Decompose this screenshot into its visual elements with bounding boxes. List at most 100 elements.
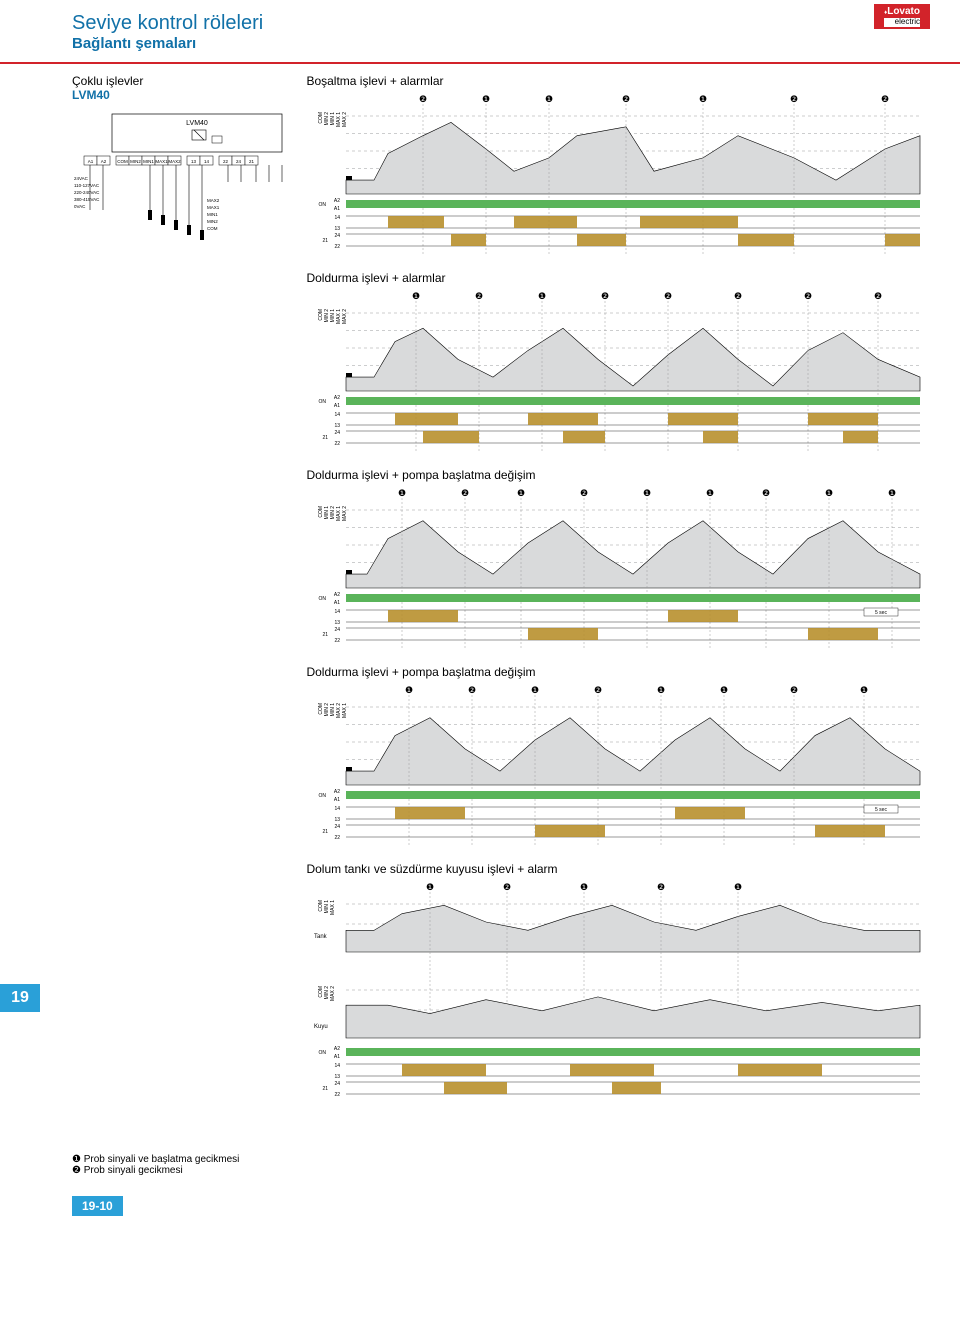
svg-text:❶: ❶ [888, 488, 896, 498]
svg-text:14: 14 [204, 159, 210, 164]
svg-text:❶: ❶ [545, 94, 553, 104]
svg-text:❷: ❷ [601, 291, 609, 301]
svg-text:A2: A2 [334, 592, 340, 598]
svg-text:22: 22 [335, 1092, 341, 1098]
svg-text:220-240VAC: 220-240VAC [74, 190, 100, 195]
timing-chart: Doldurma işlevi + pompa başlatma değişim… [306, 665, 936, 856]
svg-text:COM: COM [207, 226, 218, 231]
svg-text:24VAC: 24VAC [74, 176, 89, 181]
svg-text:24: 24 [335, 233, 341, 239]
svg-text:❶: ❶ [734, 882, 742, 892]
svg-text:MIN1: MIN1 [207, 212, 218, 217]
svg-text:❷: ❷ [503, 882, 511, 892]
legend: ❶ Prob sinyali ve başlatma gecikmesi ❷ P… [72, 1154, 960, 1176]
svg-text:MAX1: MAX1 [155, 159, 168, 164]
chart-title: Doldurma işlevi + alarmlar [306, 271, 936, 285]
svg-text:❶: ❶ [531, 685, 539, 695]
svg-text:❶: ❶ [426, 882, 434, 892]
svg-text:A1: A1 [334, 1054, 340, 1060]
svg-text:❶: ❶ [860, 685, 868, 695]
svg-text:13: 13 [335, 620, 341, 626]
svg-text:22: 22 [335, 638, 341, 644]
svg-text:❶: ❶ [643, 488, 651, 498]
svg-text:24: 24 [335, 627, 341, 633]
svg-text:MAX2: MAX2 [168, 159, 181, 164]
timing-chart: Dolum tankı ve süzdürme kuyusu işlevi + … [306, 862, 936, 1138]
chart-title: Dolum tankı ve süzdürme kuyusu işlevi + … [306, 862, 936, 876]
svg-text:13: 13 [335, 1074, 341, 1080]
svg-text:380-415VAC: 380-415VAC [74, 197, 100, 202]
svg-text:❶: ❶ [482, 94, 490, 104]
svg-text:A1: A1 [334, 206, 340, 212]
svg-text:MAX 1: MAX 1 [330, 900, 336, 915]
chart-title: Doldurma işlevi + pompa başlatma değişim [306, 665, 936, 679]
svg-text:21: 21 [323, 238, 329, 244]
section-label: Çoklu işlevler [72, 74, 292, 88]
svg-text:A1: A1 [334, 403, 340, 409]
svg-text:24: 24 [236, 159, 242, 164]
svg-text:110-127VAC: 110-127VAC [74, 183, 100, 188]
svg-text:❶: ❶ [720, 685, 728, 695]
svg-text:14: 14 [335, 609, 341, 615]
svg-text:MIN2: MIN2 [130, 159, 141, 164]
svg-text:ON: ON [319, 399, 327, 405]
svg-text:14: 14 [335, 215, 341, 221]
svg-text:❷: ❷ [762, 488, 770, 498]
svg-text:A1: A1 [334, 600, 340, 606]
timing-chart: Boşaltma işlevi + alarmlarCOMMIN 2MIN 1M… [306, 74, 936, 265]
svg-text:13: 13 [335, 817, 341, 823]
page-number-tab: 19 [0, 984, 40, 1012]
svg-text:A2: A2 [334, 1046, 340, 1052]
svg-text:❷: ❷ [580, 488, 588, 498]
svg-text:24: 24 [335, 824, 341, 830]
svg-text:MAX 2: MAX 2 [330, 986, 336, 1001]
svg-text:14: 14 [335, 412, 341, 418]
svg-text:❷: ❷ [790, 94, 798, 104]
svg-text:❷: ❷ [657, 882, 665, 892]
svg-text:MAX1: MAX1 [207, 205, 220, 210]
svg-text:❶: ❶ [825, 488, 833, 498]
svg-text:MAX 2: MAX 2 [342, 112, 348, 127]
svg-text:A1: A1 [88, 159, 94, 164]
svg-text:24: 24 [335, 430, 341, 436]
svg-text:0VAC: 0VAC [74, 204, 86, 209]
svg-text:ON: ON [319, 202, 327, 208]
svg-text:❶: ❶ [706, 488, 714, 498]
svg-text:13: 13 [191, 159, 197, 164]
svg-text:❶: ❶ [580, 882, 588, 892]
svg-text:❷: ❷ [804, 291, 812, 301]
svg-text:MIN2: MIN2 [207, 219, 218, 224]
page-subtitle: Bağlantı şemaları [72, 35, 888, 52]
svg-text:14: 14 [335, 1063, 341, 1069]
svg-text:❷: ❷ [468, 685, 476, 695]
svg-text:ON: ON [319, 596, 327, 602]
svg-text:❷: ❷ [874, 291, 882, 301]
svg-text:24: 24 [335, 1081, 341, 1087]
svg-text:13: 13 [335, 226, 341, 232]
svg-text:❷: ❷ [790, 685, 798, 695]
svg-text:A2: A2 [334, 395, 340, 401]
svg-text:❷: ❷ [461, 488, 469, 498]
svg-text:21: 21 [249, 159, 255, 164]
svg-text:ON: ON [319, 1050, 327, 1056]
svg-text:❶: ❶ [398, 488, 406, 498]
timing-chart: Doldurma işlevi + pompa başlatma değişim… [306, 468, 936, 659]
svg-text:22: 22 [335, 835, 341, 841]
svg-text:A2: A2 [101, 159, 107, 164]
svg-text:5 sec: 5 sec [875, 610, 887, 616]
svg-text:A1: A1 [334, 797, 340, 803]
svg-text:❷: ❷ [475, 291, 483, 301]
chart-title: Boşaltma işlevi + alarmlar [306, 74, 936, 88]
svg-text:COM: COM [117, 159, 128, 164]
svg-text:❶: ❶ [405, 685, 413, 695]
svg-text:MAX 1: MAX 1 [342, 703, 348, 718]
svg-text:❷: ❷ [664, 291, 672, 301]
svg-text:❷: ❷ [419, 94, 427, 104]
svg-text:❷: ❷ [881, 94, 889, 104]
svg-text:A2: A2 [334, 198, 340, 204]
svg-text:13: 13 [335, 423, 341, 429]
chart-title: Doldurma işlevi + pompa başlatma değişim [306, 468, 936, 482]
svg-text:❶: ❶ [517, 488, 525, 498]
svg-text:21: 21 [323, 435, 329, 441]
svg-text:5 sec: 5 sec [875, 807, 887, 813]
